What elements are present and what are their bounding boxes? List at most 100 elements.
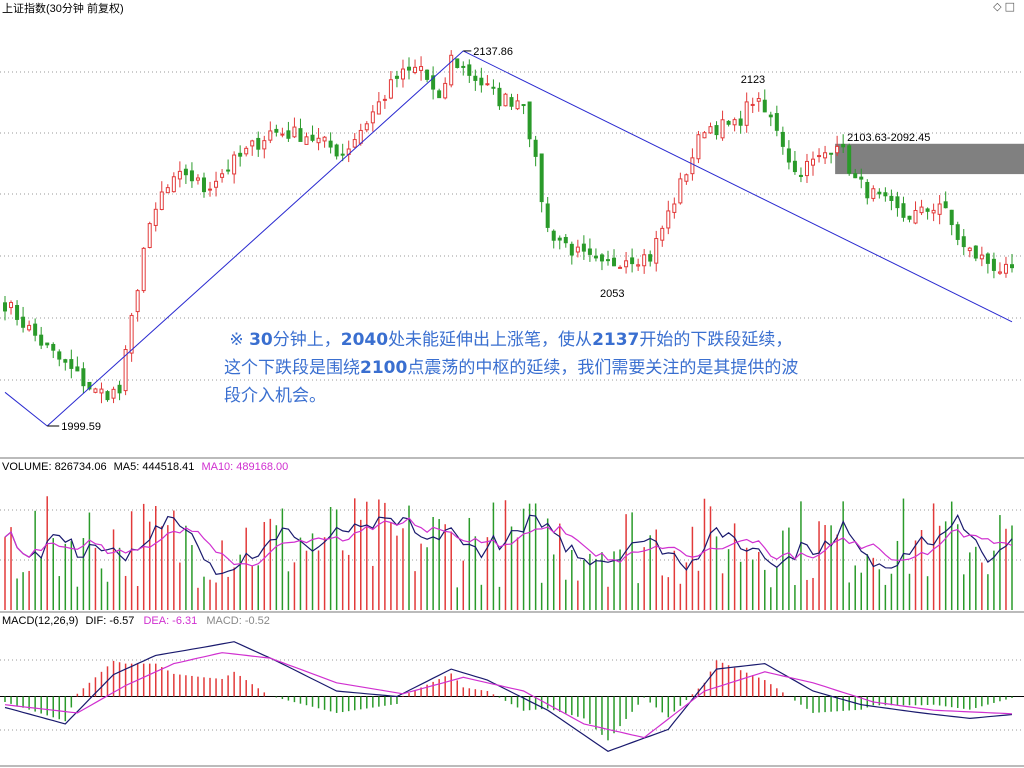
candle-body	[979, 254, 984, 260]
candle-body	[527, 101, 532, 140]
candle-body	[189, 170, 194, 182]
price-labels: 2137.86 2123 2053 1999.59 2103.63-2092.45	[47, 46, 930, 433]
volume-ma10-line	[4, 517, 1013, 567]
candle-body	[684, 174, 689, 182]
annotation-line-2: 这个下跌段是围绕2100点震荡的中枢的延续，我们需要关注的是其提供的波	[224, 358, 799, 378]
candle-body	[340, 153, 345, 156]
candle-body	[232, 154, 237, 175]
candle-body	[51, 343, 56, 351]
candle-body	[316, 137, 321, 144]
price-label: 2123	[741, 74, 765, 86]
candle-body	[587, 248, 592, 255]
candle-body	[943, 201, 948, 209]
price-label: 2103.63-2092.45	[847, 132, 930, 144]
candle-body	[798, 174, 803, 178]
candle-body	[87, 381, 92, 390]
candle-body	[328, 140, 333, 148]
candle-body	[624, 260, 629, 268]
candle-body	[551, 230, 556, 241]
volume-bars	[4, 496, 1013, 610]
candle-body	[304, 136, 309, 145]
candle-body	[738, 118, 743, 126]
candle-body	[220, 173, 225, 178]
candle-body	[147, 223, 152, 249]
candle-body	[292, 126, 297, 138]
candle-body	[334, 144, 339, 157]
candle-body	[226, 169, 231, 172]
candle-body	[708, 126, 713, 134]
candle-body	[195, 177, 200, 181]
candle-body	[15, 305, 20, 320]
candle-body	[99, 388, 104, 394]
candle-body	[985, 253, 990, 264]
volume-legend: VOLUME: 826734.06 MA5: 444518.41 MA10: 4…	[2, 461, 288, 473]
candle-body	[612, 257, 617, 267]
candle-body	[268, 130, 273, 141]
candle-body	[690, 157, 695, 175]
candle-body	[479, 77, 484, 86]
candle-body	[955, 224, 960, 240]
candle-body	[497, 87, 502, 107]
candle-body	[889, 195, 894, 201]
annotation-text: ※ 30分钟上，2040处未能延伸出上涨笔，使从2137开始的下跌段延续， 这个…	[224, 326, 944, 410]
candle-body	[732, 119, 737, 126]
price-label: 2053	[600, 288, 624, 300]
candle-body	[376, 101, 381, 115]
candle-body	[702, 132, 707, 139]
candle-body	[605, 259, 610, 262]
candle-body	[569, 243, 574, 256]
candle-body	[642, 254, 647, 267]
candle-body	[672, 203, 677, 213]
candle-body	[593, 255, 598, 259]
candle-body	[244, 147, 249, 155]
candle-body	[280, 133, 285, 136]
candle-body	[509, 97, 514, 107]
volume-ma5-line	[4, 513, 1013, 575]
candle-body	[388, 79, 393, 99]
candle-body	[63, 359, 68, 363]
candle-body	[274, 128, 279, 133]
candle-body	[503, 93, 508, 107]
candle-body	[756, 98, 761, 102]
candle-body	[382, 98, 387, 101]
candle-body	[714, 125, 719, 136]
candle-body	[853, 173, 858, 179]
candle-body	[786, 148, 791, 163]
candle-body	[521, 104, 526, 107]
candle-body	[636, 264, 641, 267]
candle-body	[895, 196, 900, 209]
candle-body	[835, 145, 840, 154]
trend-lines	[4, 50, 1013, 427]
candle-body	[364, 123, 369, 131]
candle-body	[660, 227, 665, 241]
candle-body	[3, 302, 7, 312]
candle-body	[1003, 263, 1008, 274]
candle-body	[27, 324, 32, 331]
candle-body	[557, 237, 562, 241]
candle-body	[678, 178, 683, 204]
candle-body	[901, 203, 906, 218]
candle-body	[859, 176, 864, 180]
candle-body	[165, 187, 170, 194]
candle-body	[21, 316, 26, 328]
candle-body	[105, 391, 110, 401]
candle-body	[907, 215, 912, 220]
square-icon[interactable]: □	[1004, 0, 1018, 13]
candle-body	[515, 100, 520, 110]
candle-body	[575, 246, 580, 253]
diamond-icon[interactable]: ◇	[993, 0, 1005, 13]
candle-body	[141, 247, 146, 292]
candle-body	[467, 64, 472, 76]
candle-body	[720, 119, 725, 139]
candle-body	[443, 82, 448, 99]
candle-body	[214, 180, 219, 188]
candle-body	[322, 136, 327, 142]
candle-body	[871, 188, 876, 199]
candle-body	[563, 236, 568, 244]
candle-body	[394, 75, 399, 79]
candle-body	[400, 68, 405, 80]
candle-body	[949, 209, 954, 226]
candle-body	[696, 134, 701, 160]
candle-body	[768, 114, 773, 118]
